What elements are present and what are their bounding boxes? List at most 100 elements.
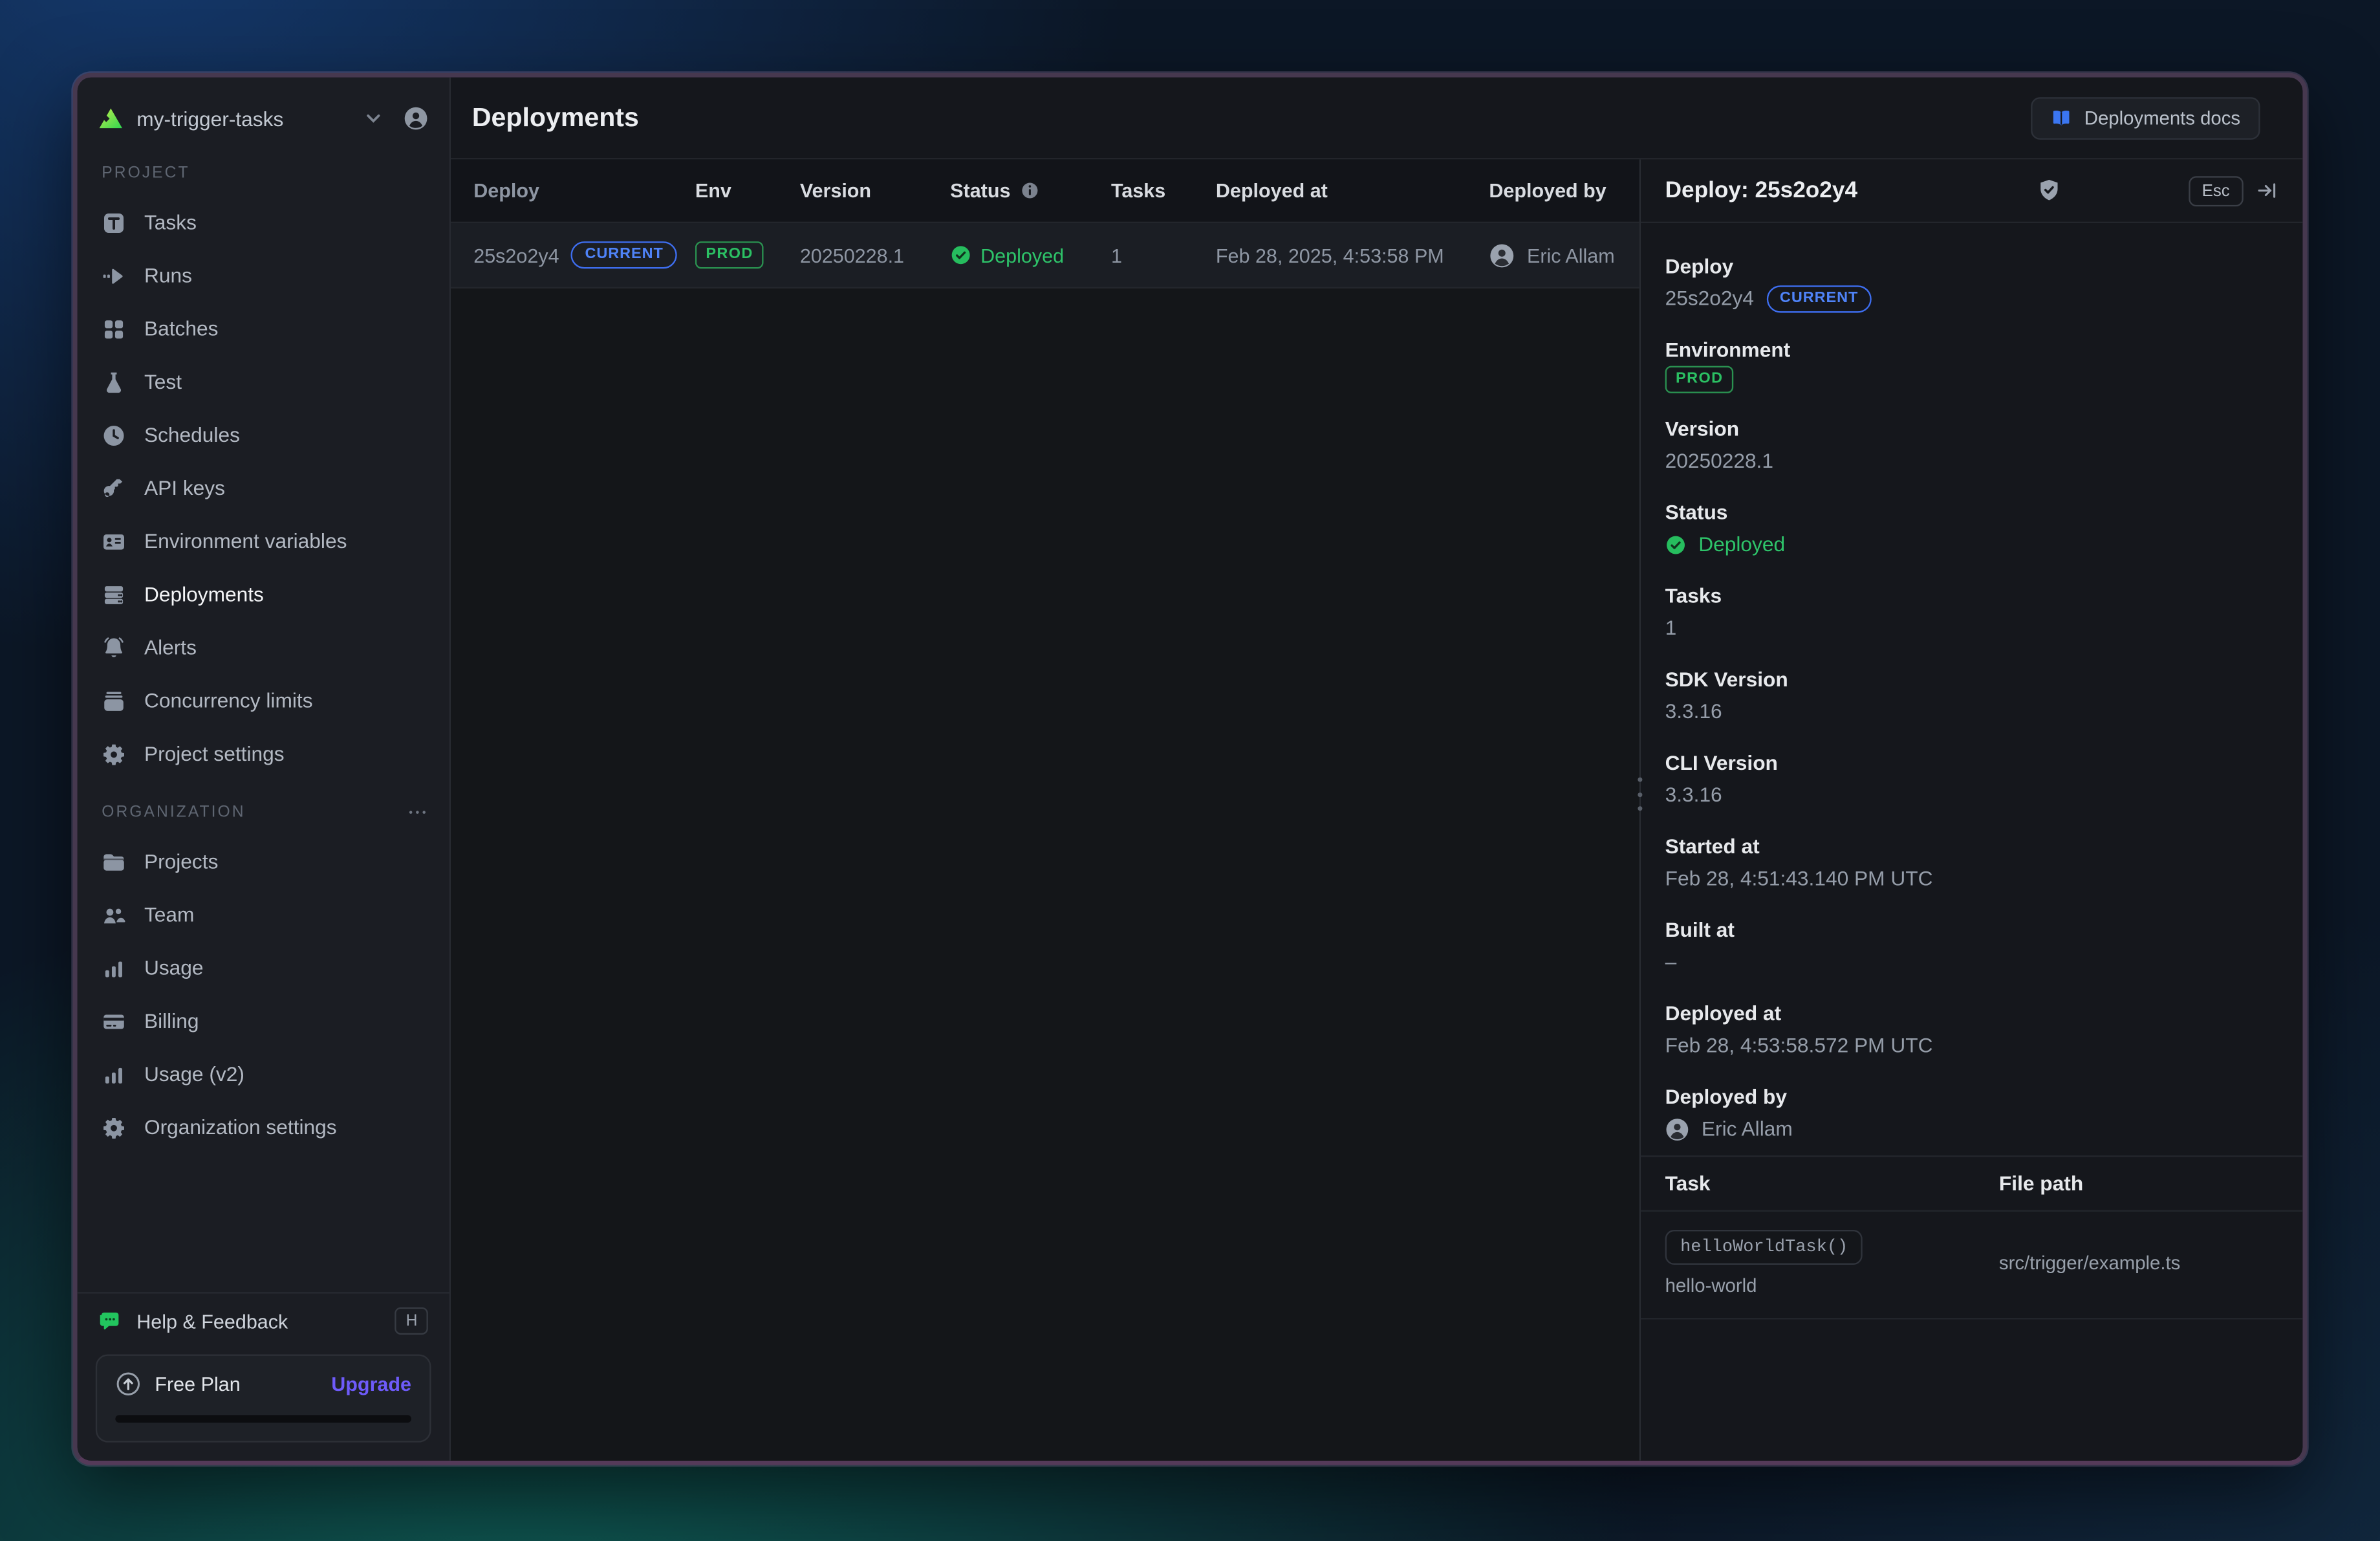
sidebar-item-team[interactable]: Team xyxy=(78,888,449,941)
prod-badge: PROD xyxy=(695,241,764,269)
col-deployed-at: Deployed at xyxy=(1215,179,1328,202)
info-icon[interactable] xyxy=(1020,180,1040,201)
col-version: Version xyxy=(799,179,872,202)
chat-bubble-icon xyxy=(100,1311,119,1329)
upgrade-arrow-icon xyxy=(116,1372,140,1395)
deployment-row[interactable]: 25s2o2y4 CURRENT PROD 20250228.1 xyxy=(451,223,1639,289)
team-icon xyxy=(104,908,125,923)
sidebar-item-projects[interactable]: Projects xyxy=(78,835,449,888)
folder-icon xyxy=(103,853,124,870)
deployed-by-name: Eric Allam xyxy=(1527,243,1615,267)
flask-icon xyxy=(106,371,122,392)
col-status: Status xyxy=(950,179,1111,202)
avatar-icon xyxy=(1490,243,1514,267)
sidebar: my-trigger-tasks PROJECT Tasks xyxy=(77,77,451,1461)
col-deploy: Deploy xyxy=(473,179,539,202)
deployments-table: Deploy Env Version Status Tasks Deployed… xyxy=(451,159,1639,1461)
col-deployed-by: Deployed by xyxy=(1489,179,1606,202)
chevron-down-icon[interactable] xyxy=(362,106,386,131)
field-sdk-version: SDK Version 3.3.16 xyxy=(1665,668,1788,723)
panel-task-table: Task File path helloWorldTask() hello-wo… xyxy=(1641,1155,2303,1320)
deployments-docs-button[interactable]: Deployments docs xyxy=(2031,96,2260,139)
cell-deployed-by: Eric Allam xyxy=(1489,242,1639,268)
user-avatar-icon[interactable] xyxy=(404,106,428,131)
sidebar-item-usage-v2[interactable]: Usage (v2) xyxy=(78,1047,449,1100)
sidebar-item-schedules[interactable]: Schedules xyxy=(78,408,449,461)
page-title: Deployments xyxy=(471,102,639,133)
sidebar-item-project-settings[interactable]: Project settings xyxy=(78,727,449,780)
task-id: hello-world xyxy=(1665,1275,1757,1297)
field-environment: Environment PROD xyxy=(1665,334,2278,393)
sidebar-item-batches[interactable]: Batches xyxy=(78,302,449,355)
server-stack-icon xyxy=(104,585,124,604)
project-switcher[interactable]: my-trigger-tasks xyxy=(78,78,449,160)
gear-icon xyxy=(103,743,124,765)
col-tasks: Tasks xyxy=(1110,179,1166,202)
field-version: Version 20250228.1 xyxy=(1665,417,1773,472)
field-deployed-by: Deployed by Eric Allam xyxy=(1665,1086,1793,1141)
field-cli-version: CLI Version 3.3.16 xyxy=(1665,751,1778,807)
field-started-at: Started at Feb 28, 4:51:43.140 PM UTC xyxy=(1665,835,1933,890)
sidebar-item-api-keys[interactable]: API keys xyxy=(78,461,449,514)
bar-chart-icon xyxy=(105,1067,122,1083)
gear-icon xyxy=(103,1117,124,1138)
panel-header: Deploy: 25s2o2y4 Esc xyxy=(1641,159,2303,224)
sidebar-item-organization-settings[interactable]: Organization settings xyxy=(78,1101,449,1154)
key-icon xyxy=(103,478,123,496)
col-env: Env xyxy=(695,179,731,202)
deployment-detail-panel: Deploy: 25s2o2y4 Esc Deploy xyxy=(1638,159,2303,1461)
sidebar-item-alerts[interactable]: Alerts xyxy=(78,621,449,674)
batches-icon xyxy=(104,320,124,338)
current-badge: CURRENT xyxy=(571,241,677,269)
page-header: Deployments Deployments docs xyxy=(451,77,2303,160)
id-card-icon xyxy=(103,533,124,549)
field-deployed-at: Deployed at Feb 28, 4:53:58.572 PM UTC xyxy=(1665,1001,1933,1057)
check-circle-icon xyxy=(951,246,970,265)
sidebar-item-tasks[interactable]: Tasks xyxy=(78,196,449,249)
plan-label: Free Plan xyxy=(155,1372,241,1395)
bar-chart-icon xyxy=(105,961,122,977)
bell-icon xyxy=(104,637,124,657)
task-file-path: src/trigger/example.ts xyxy=(1998,1252,2181,1274)
organization-section-label: ORGANIZATION xyxy=(102,803,246,822)
cell-tasks: 1 xyxy=(1110,243,1122,267)
current-badge: CURRENT xyxy=(1766,285,1872,312)
field-deploy: Deploy 25s2o2y4 CURRENT xyxy=(1665,250,2278,314)
cell-deployed-at: Feb 28, 2025, 4:53:58 PM xyxy=(1215,243,1444,267)
plan-card: Free Plan Upgrade xyxy=(95,1354,431,1443)
help-shortcut-key: H xyxy=(395,1307,428,1335)
task-function-chip: helloWorldTask() xyxy=(1665,1230,1863,1265)
panel-resize-handle[interactable] xyxy=(1633,774,1647,814)
project-section-label: PROJECT xyxy=(102,164,190,182)
avatar-icon xyxy=(1666,1118,1689,1140)
help-feedback-button[interactable]: Help & Feedback H xyxy=(78,1294,449,1348)
upgrade-link[interactable]: Upgrade xyxy=(331,1372,412,1395)
field-built-at: Built at – xyxy=(1665,918,1735,974)
sidebar-item-usage[interactable]: Usage xyxy=(78,941,449,994)
cell-env: PROD xyxy=(695,241,800,269)
organization-nav: Projects Team Usage xyxy=(78,835,449,1154)
cell-status: Deployed xyxy=(950,244,1111,267)
clock-icon xyxy=(103,424,124,445)
sidebar-item-billing[interactable]: Billing xyxy=(78,994,449,1047)
sidebar-item-concurrency-limits[interactable]: Concurrency limits xyxy=(78,674,449,727)
task-table-row[interactable]: helloWorldTask() hello-world src/trigger… xyxy=(1641,1212,2303,1320)
collapse-panel-icon[interactable] xyxy=(2256,179,2278,202)
cell-deploy: 25s2o2y4 CURRENT xyxy=(451,241,695,269)
sidebar-item-deployments[interactable]: Deployments xyxy=(78,568,449,621)
sidebar-item-test[interactable]: Test xyxy=(78,355,449,408)
panel-body: Deploy 25s2o2y4 CURRENT Environment PROD… xyxy=(1641,223,2303,1461)
sidebar-item-environment-variables[interactable]: Environment variables xyxy=(78,515,449,568)
organization-section-header: ORGANIZATION xyxy=(78,802,449,823)
app-window: my-trigger-tasks PROJECT Tasks xyxy=(72,72,2308,1465)
sidebar-item-runs[interactable]: Runs xyxy=(78,249,449,302)
status-text: Deployed xyxy=(980,243,1065,267)
cell-version: 20250228.1 xyxy=(799,243,905,267)
shield-check-icon xyxy=(2040,179,2057,201)
ellipsis-icon[interactable] xyxy=(407,802,428,823)
project-nav: Tasks Runs Batches xyxy=(78,196,449,781)
credit-card-icon xyxy=(103,1014,124,1029)
esc-key-chip[interactable]: Esc xyxy=(2188,175,2244,206)
runs-icon xyxy=(103,268,123,283)
